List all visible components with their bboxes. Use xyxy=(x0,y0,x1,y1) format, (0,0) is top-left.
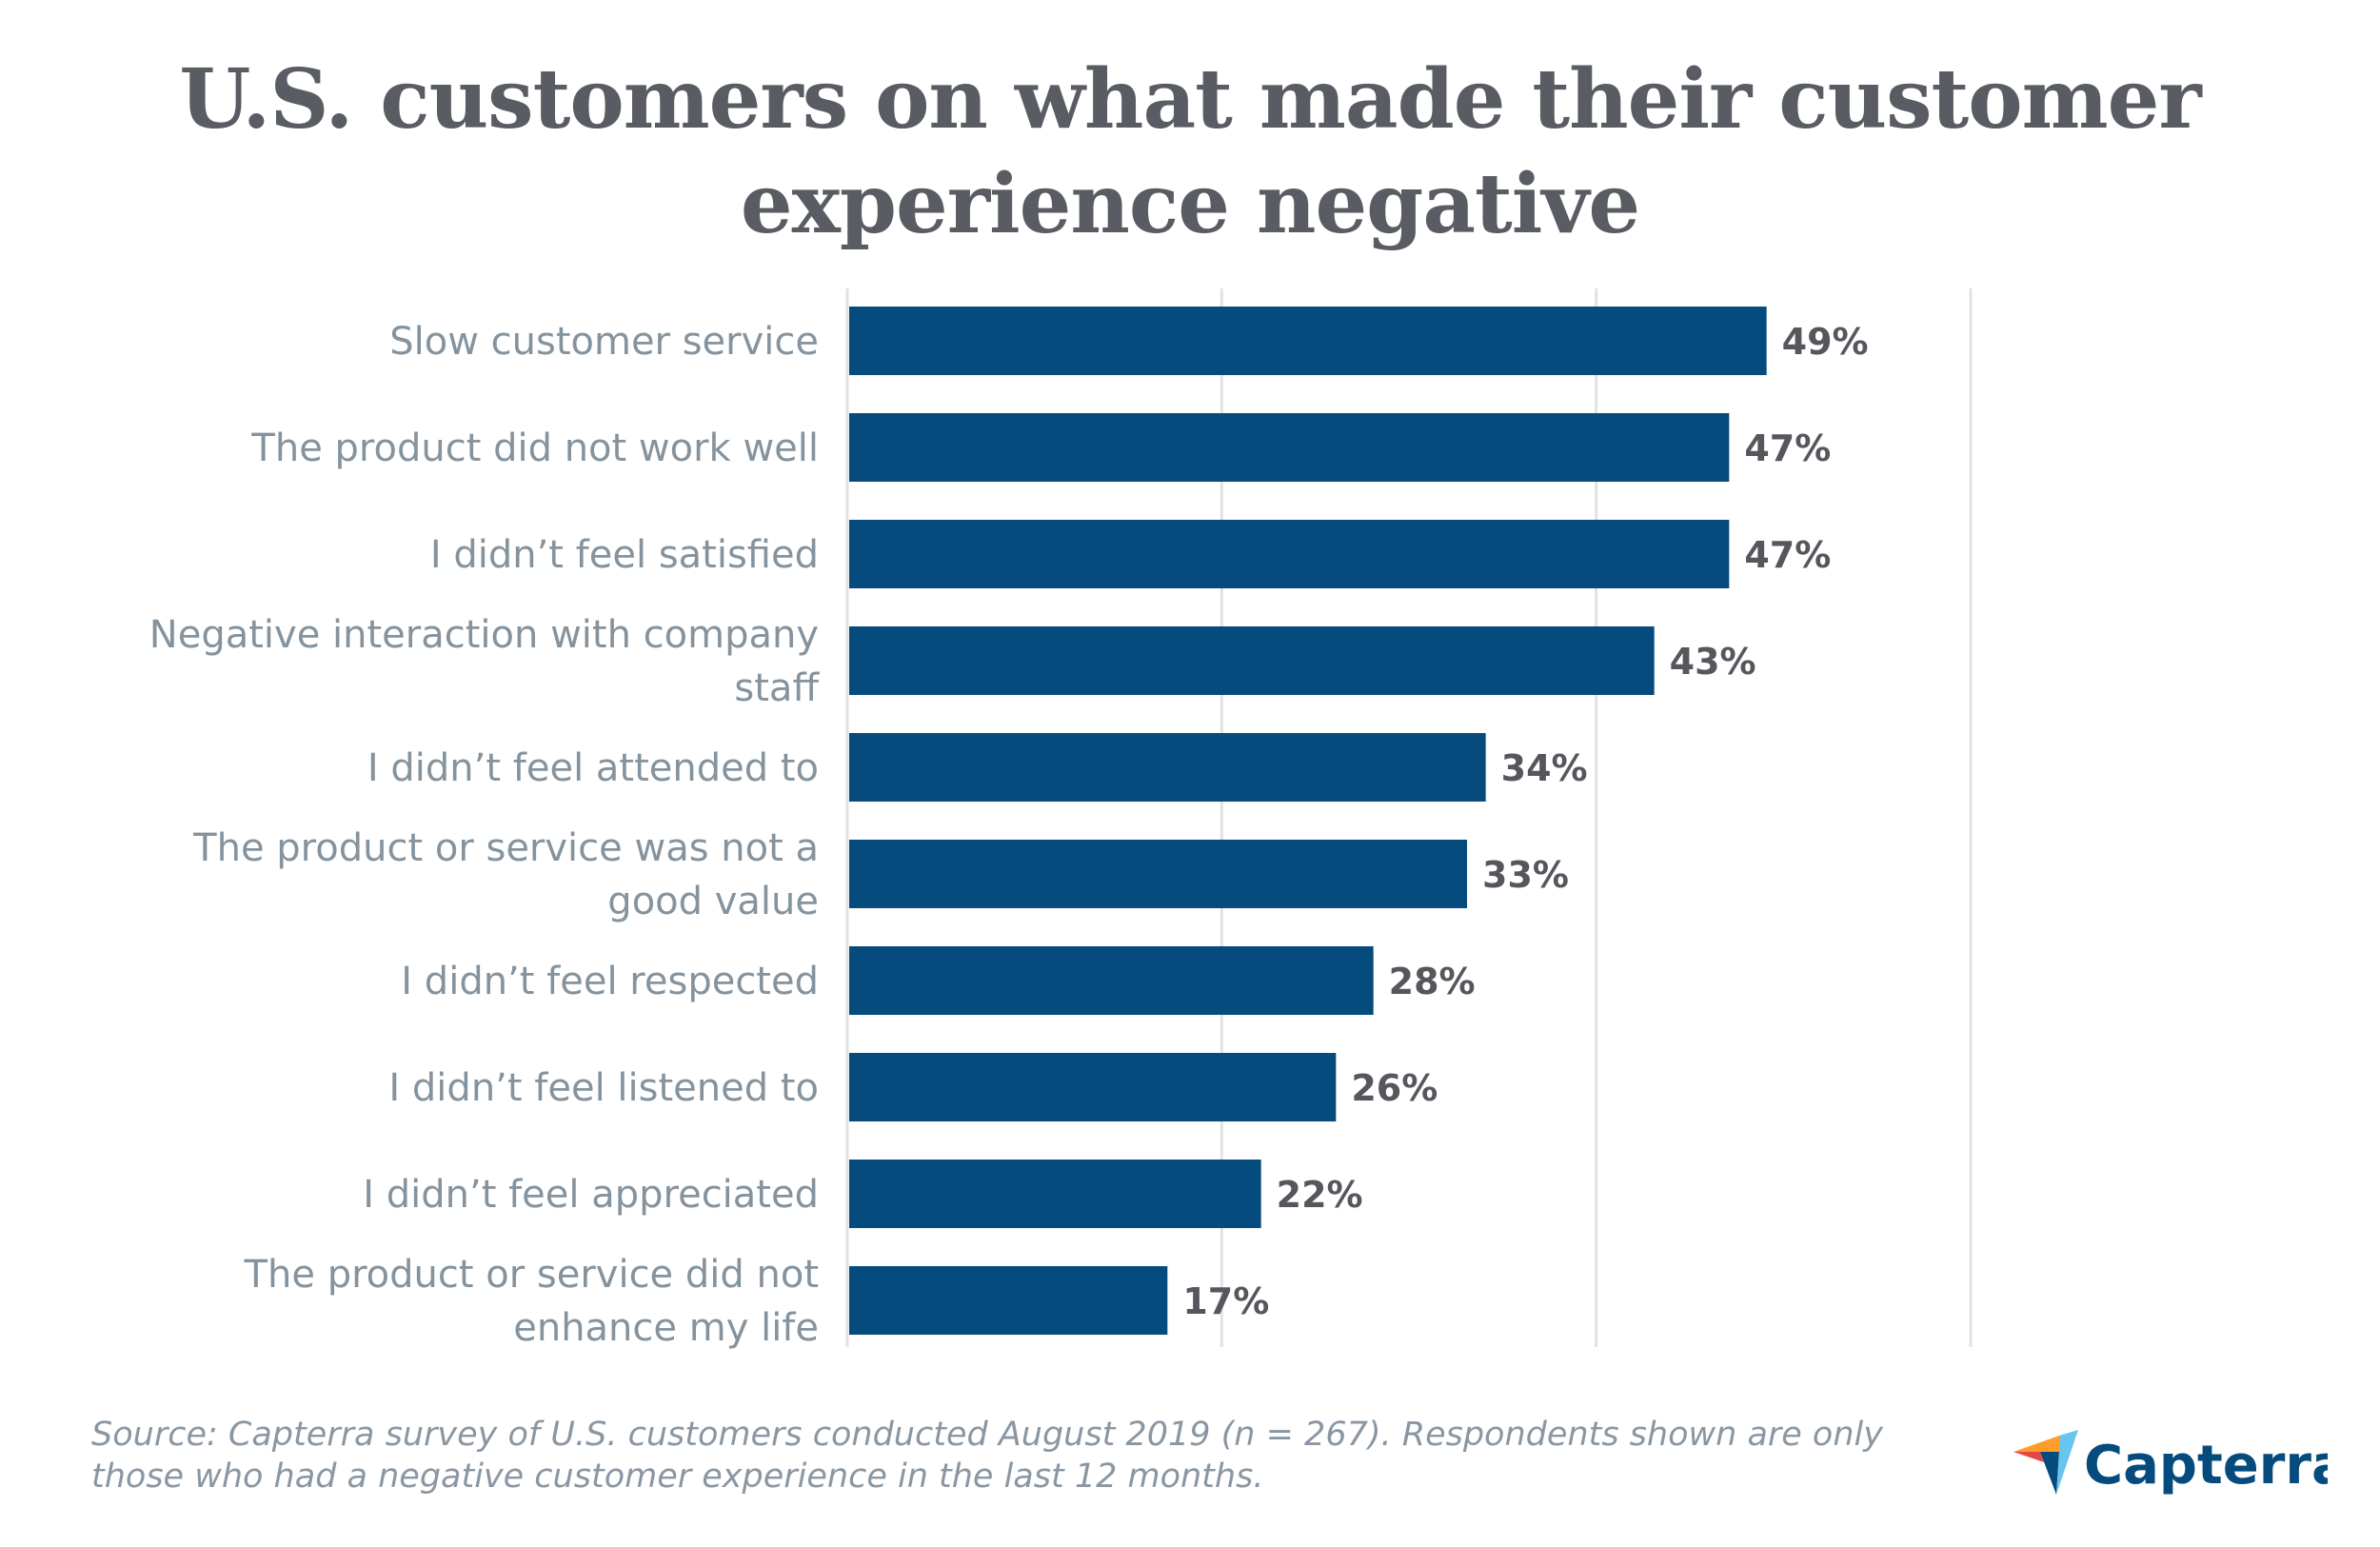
data-label: 34% xyxy=(1501,747,1588,789)
data-label: 43% xyxy=(1670,641,1756,683)
bar xyxy=(849,946,1374,1015)
category-label: I didn’t feel respected xyxy=(401,960,819,1003)
data-label: 26% xyxy=(1351,1067,1438,1109)
capterra-logo: Capterra xyxy=(2013,1430,2328,1497)
category-label: I didn’t feel attended to xyxy=(367,746,819,790)
title-line-1: U.S. customers on what made their custom… xyxy=(179,51,2201,148)
chart-title: U.S. customers on what made their custom… xyxy=(0,48,2380,257)
bar xyxy=(849,840,1467,908)
bar xyxy=(849,1053,1337,1121)
category-label: I didn’t feel listened to xyxy=(388,1066,819,1110)
category-label: The product or service did not enhance my… xyxy=(244,1253,819,1350)
category-label: The product did not work well xyxy=(250,426,819,470)
bar xyxy=(849,307,1767,375)
data-label: 28% xyxy=(1389,961,1476,1002)
data-label: 22% xyxy=(1277,1174,1363,1216)
bar xyxy=(849,520,1730,588)
bar xyxy=(849,1266,1168,1335)
bar xyxy=(849,413,1730,482)
category-label: I didn’t feel appreciated xyxy=(363,1173,819,1217)
bar xyxy=(849,1160,1261,1228)
data-label: 47% xyxy=(1744,534,1831,576)
data-label: 47% xyxy=(1744,427,1831,469)
bar xyxy=(849,626,1655,695)
category-label: I didn’t feel satisfied xyxy=(430,533,819,577)
category-label: Slow customer service xyxy=(389,320,819,364)
title-line-2: experience negative xyxy=(740,156,1640,252)
data-label: 17% xyxy=(1182,1280,1269,1322)
source-note: Source: Capterra survey of U.S. customer… xyxy=(91,1416,1883,1496)
data-label: 33% xyxy=(1482,854,1569,896)
capterra-logo-icon xyxy=(2013,1430,2078,1495)
category-label: The product or service was not a good val… xyxy=(192,826,819,923)
category-label: Negative interaction with company staff xyxy=(149,613,821,710)
capterra-logo-text: Capterra xyxy=(2084,1435,2328,1497)
data-label: 49% xyxy=(1782,321,1869,363)
bar xyxy=(849,733,1486,802)
